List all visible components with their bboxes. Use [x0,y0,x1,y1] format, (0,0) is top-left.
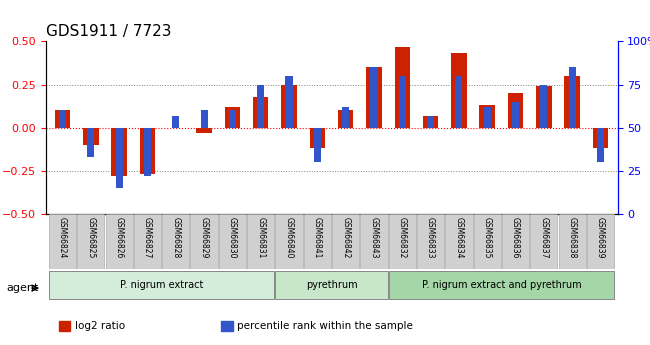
Bar [484,107,491,128]
Bar [144,128,151,176]
Bar [456,76,462,128]
Bar [597,128,604,162]
FancyBboxPatch shape [445,215,473,269]
FancyBboxPatch shape [530,215,558,269]
Bar [395,47,410,128]
Bar [427,116,434,128]
Bar [338,110,354,128]
Bar [87,128,94,157]
Bar [512,102,519,128]
Text: GSM66829: GSM66829 [200,217,209,258]
Bar [285,76,293,128]
Bar [564,76,580,128]
Text: GDS1911 / 7723: GDS1911 / 7723 [46,24,171,39]
Bar [451,53,467,128]
Text: P. nigrum extract and pyrethrum: P. nigrum extract and pyrethrum [422,280,581,289]
Bar [593,128,608,148]
FancyBboxPatch shape [190,215,218,269]
Bar [342,107,349,128]
Text: GSM66838: GSM66838 [567,217,577,258]
FancyBboxPatch shape [49,215,76,269]
Text: GSM66833: GSM66833 [426,217,435,258]
Text: GSM66830: GSM66830 [228,217,237,258]
Bar [55,110,70,128]
Bar [201,110,207,128]
FancyBboxPatch shape [332,215,359,269]
FancyBboxPatch shape [474,215,501,269]
FancyBboxPatch shape [502,215,529,269]
Bar [422,116,438,128]
Bar [140,128,155,174]
Bar [540,85,547,128]
Bar [398,76,406,128]
FancyBboxPatch shape [134,215,161,269]
Bar [480,105,495,128]
Text: GSM66840: GSM66840 [285,217,294,258]
Text: GSM66839: GSM66839 [596,217,605,258]
Bar [172,116,179,128]
Text: GSM66841: GSM66841 [313,217,322,258]
FancyBboxPatch shape [49,270,274,298]
Text: GSM66827: GSM66827 [143,217,152,258]
Bar [281,85,297,128]
FancyBboxPatch shape [162,215,189,269]
Text: GSM66842: GSM66842 [341,217,350,258]
FancyBboxPatch shape [389,215,416,269]
Text: agent: agent [6,283,39,293]
FancyBboxPatch shape [587,215,614,269]
Bar [59,110,66,128]
Text: GSM66834: GSM66834 [454,217,463,258]
Bar [116,128,123,188]
Bar [508,93,523,128]
Bar [111,128,127,176]
FancyBboxPatch shape [389,270,614,298]
Bar [257,85,265,128]
FancyBboxPatch shape [77,215,105,269]
Text: GSM66832: GSM66832 [398,217,407,258]
Bar [314,128,321,162]
Bar [229,110,236,128]
FancyBboxPatch shape [276,215,303,269]
Text: GSM66825: GSM66825 [86,217,96,258]
Bar [370,67,378,128]
FancyBboxPatch shape [105,215,133,269]
Bar [225,107,240,128]
Text: log2 ratio: log2 ratio [75,321,125,331]
Bar [366,67,382,128]
FancyBboxPatch shape [558,215,586,269]
Bar [83,128,99,145]
Text: GSM66843: GSM66843 [369,217,378,258]
Text: pyrethrum: pyrethrum [306,280,358,289]
Text: GSM66837: GSM66837 [540,217,549,258]
Bar [253,97,268,128]
Bar [309,128,325,148]
Text: percentile rank within the sample: percentile rank within the sample [237,321,413,331]
Bar [196,128,212,133]
FancyBboxPatch shape [219,215,246,269]
Bar [536,86,552,128]
Text: GSM66835: GSM66835 [483,217,492,258]
FancyBboxPatch shape [304,215,331,269]
FancyBboxPatch shape [276,270,387,298]
Text: GSM66828: GSM66828 [171,217,180,258]
FancyBboxPatch shape [247,215,274,269]
Text: GSM66836: GSM66836 [511,217,520,258]
Bar [569,67,576,128]
Text: GSM66831: GSM66831 [256,217,265,258]
FancyBboxPatch shape [360,215,387,269]
FancyBboxPatch shape [417,215,444,269]
Text: GSM66824: GSM66824 [58,217,67,258]
Text: P. nigrum extract: P. nigrum extract [120,280,203,289]
Text: GSM66826: GSM66826 [114,217,124,258]
